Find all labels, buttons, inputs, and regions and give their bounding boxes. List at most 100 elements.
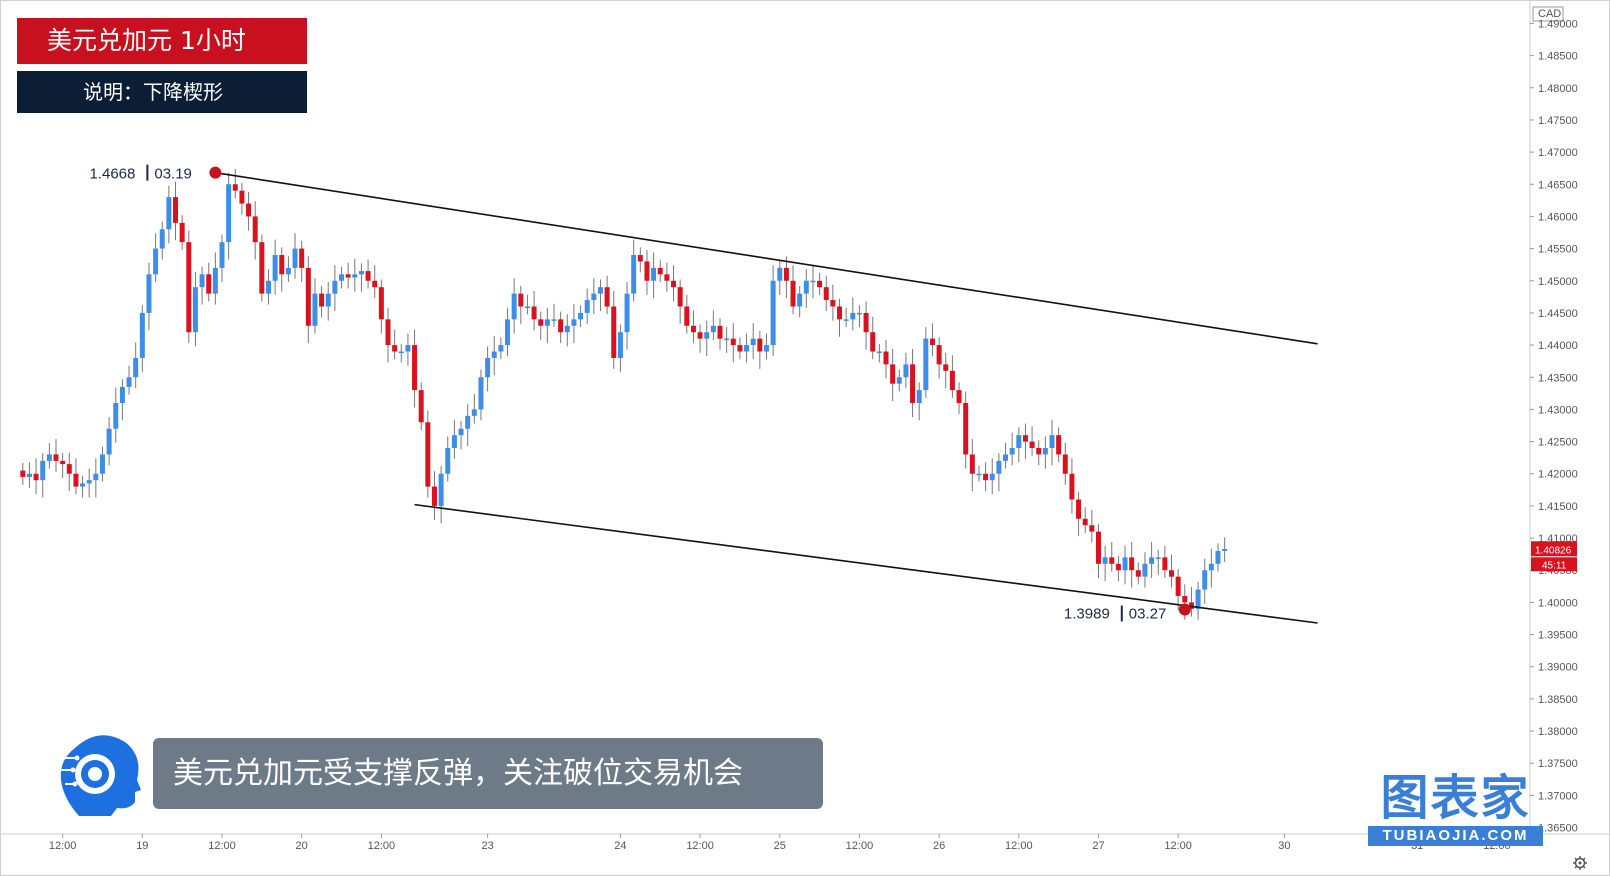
candle-body bbox=[923, 338, 929, 391]
candle-body bbox=[325, 293, 331, 307]
candle-body bbox=[949, 370, 955, 391]
candle-body bbox=[890, 364, 896, 384]
countdown-tag bbox=[1531, 557, 1577, 572]
candle-body bbox=[471, 409, 477, 416]
candle-body bbox=[976, 473, 982, 476]
settings-gear-icon[interactable] bbox=[1573, 856, 1587, 870]
candle-body bbox=[863, 312, 869, 333]
candle-body bbox=[378, 287, 384, 320]
last-price-tag bbox=[1531, 541, 1577, 557]
x-tick-label: 20 bbox=[296, 840, 308, 852]
candle-body bbox=[40, 460, 46, 481]
candle-body bbox=[1129, 557, 1135, 571]
candle-body bbox=[524, 306, 530, 308]
candle-body bbox=[531, 306, 537, 320]
candle-body bbox=[704, 332, 710, 339]
candle-body bbox=[319, 293, 325, 307]
y-tick-label: 1.36500 bbox=[1538, 823, 1578, 835]
brand-url: TUBIAOJIA.COM bbox=[1368, 826, 1543, 846]
candle-body bbox=[697, 332, 703, 339]
candle-body bbox=[989, 473, 995, 481]
candle-body bbox=[558, 319, 564, 333]
candle-body bbox=[1036, 448, 1042, 455]
candle-body bbox=[1016, 435, 1022, 449]
candle-body bbox=[750, 338, 756, 346]
candle-body bbox=[498, 345, 504, 352]
candle-body bbox=[817, 280, 823, 288]
candle-body bbox=[153, 248, 159, 275]
candle-body bbox=[969, 454, 975, 474]
candle-body bbox=[139, 312, 145, 358]
candle-body bbox=[611, 306, 617, 358]
candle-body bbox=[671, 280, 677, 288]
candle-body bbox=[1042, 448, 1048, 455]
candle-body bbox=[26, 473, 32, 477]
candle-body bbox=[279, 255, 285, 275]
candle-body bbox=[1056, 435, 1062, 455]
chart-title: 美元兑加元 1小时 bbox=[17, 18, 307, 64]
y-tick-label: 1.45000 bbox=[1538, 276, 1578, 288]
y-tick-label: 1.38500 bbox=[1538, 694, 1578, 706]
y-tick-label: 1.41500 bbox=[1538, 501, 1578, 513]
y-tick-label: 1.49000 bbox=[1538, 18, 1578, 30]
candle-body bbox=[883, 351, 889, 365]
candle-body bbox=[1149, 557, 1155, 564]
candle-body bbox=[803, 280, 809, 294]
currency-box bbox=[1532, 6, 1564, 22]
candle-body bbox=[146, 274, 152, 313]
y-tick-label: 1.46500 bbox=[1538, 179, 1578, 191]
candle-body bbox=[943, 364, 949, 371]
candle-body bbox=[1162, 557, 1168, 571]
y-tick-label: 1.47500 bbox=[1538, 115, 1578, 127]
candle-body bbox=[1076, 499, 1082, 519]
candle-body bbox=[219, 242, 225, 268]
x-tick-label: 23 bbox=[481, 840, 493, 852]
candle-body bbox=[418, 390, 424, 423]
candle-body bbox=[385, 319, 391, 346]
candle-body bbox=[929, 338, 935, 346]
candle-body bbox=[491, 351, 497, 358]
message-banner: 美元兑加元受支撑反弹，关注破位交易机会 bbox=[153, 738, 823, 809]
y-tick-label: 1.48500 bbox=[1538, 51, 1578, 63]
candle-body bbox=[1102, 557, 1108, 564]
candle-body bbox=[644, 261, 650, 281]
candle-body bbox=[505, 319, 511, 346]
y-tick-label: 1.43500 bbox=[1538, 372, 1578, 384]
banner-text: 美元兑加元受支撑反弹，关注破位交易机会 bbox=[173, 756, 743, 791]
candle-body bbox=[33, 473, 39, 481]
x-tick-label: 12:00 bbox=[846, 840, 874, 852]
candle-body bbox=[186, 242, 192, 333]
candle-body bbox=[1049, 435, 1055, 449]
candle-body bbox=[1155, 557, 1161, 559]
candle-body bbox=[983, 473, 989, 481]
candle-body bbox=[46, 454, 52, 461]
y-tick-label: 1.47000 bbox=[1538, 147, 1578, 159]
y-tick-label: 1.37000 bbox=[1538, 790, 1578, 802]
candle-body bbox=[1135, 570, 1141, 577]
candle-body bbox=[1095, 531, 1101, 564]
candle-body bbox=[910, 364, 916, 403]
candle-body bbox=[173, 197, 179, 223]
candle-body bbox=[265, 280, 271, 294]
x-tick-label: 12:00 bbox=[1164, 840, 1192, 852]
candle-body bbox=[60, 460, 66, 465]
candle-body bbox=[73, 473, 79, 487]
candle-body bbox=[1009, 448, 1015, 455]
candle-body bbox=[232, 184, 238, 191]
candle-body bbox=[53, 454, 59, 461]
candle-body bbox=[179, 222, 185, 243]
price-overlay: 1.4668 03.19 1.3989 03.27 1.40826 45:11 bbox=[89, 164, 1577, 622]
trendlines bbox=[215, 171, 1318, 624]
candle-body bbox=[790, 280, 796, 307]
candle-body bbox=[106, 428, 112, 455]
candle-body bbox=[392, 345, 398, 352]
candle-body bbox=[710, 325, 716, 333]
candle-body bbox=[1022, 435, 1028, 442]
candle-body bbox=[916, 390, 922, 403]
candle-body bbox=[757, 338, 763, 352]
y-tick-label: 1.46000 bbox=[1538, 211, 1578, 223]
candle-body bbox=[438, 473, 444, 506]
candle-body bbox=[412, 345, 418, 391]
